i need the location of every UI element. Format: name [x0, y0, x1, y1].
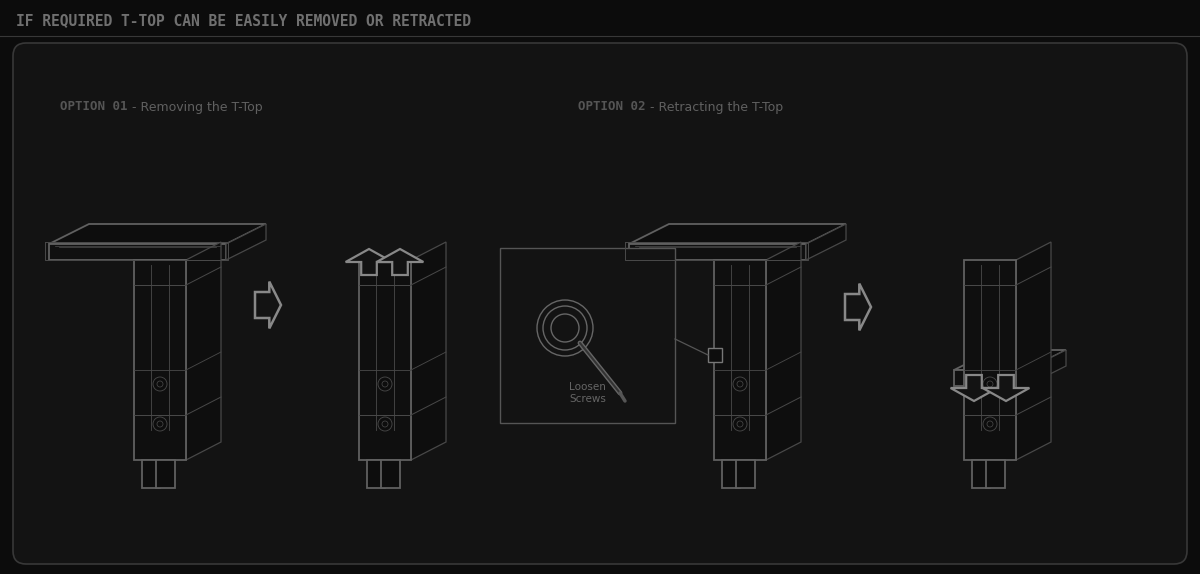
- Polygon shape: [986, 460, 1004, 488]
- Bar: [708, 348, 722, 362]
- Circle shape: [154, 377, 167, 391]
- Circle shape: [551, 314, 580, 342]
- Circle shape: [378, 417, 392, 431]
- Polygon shape: [134, 260, 186, 460]
- Text: - Removing the T-Top: - Removing the T-Top: [128, 100, 263, 114]
- Polygon shape: [954, 370, 1026, 386]
- Circle shape: [157, 421, 163, 427]
- Polygon shape: [806, 224, 846, 260]
- Polygon shape: [983, 375, 1030, 401]
- Polygon shape: [377, 249, 424, 275]
- Circle shape: [157, 381, 163, 387]
- Text: - Retracting the T-Top: - Retracting the T-Top: [646, 100, 784, 114]
- Bar: [500, 248, 674, 423]
- Polygon shape: [766, 242, 802, 460]
- Polygon shape: [629, 244, 806, 260]
- Circle shape: [986, 381, 994, 387]
- Polygon shape: [156, 460, 174, 488]
- Circle shape: [542, 306, 587, 350]
- Polygon shape: [629, 224, 846, 244]
- Text: Loosen
Screws: Loosen Screws: [569, 382, 606, 404]
- Polygon shape: [359, 260, 410, 460]
- Circle shape: [382, 381, 388, 387]
- Polygon shape: [964, 260, 1016, 460]
- Text: OPTION 01: OPTION 01: [60, 100, 127, 114]
- Polygon shape: [722, 460, 740, 488]
- Polygon shape: [1026, 350, 1066, 386]
- Polygon shape: [49, 224, 266, 244]
- Polygon shape: [714, 260, 766, 460]
- Polygon shape: [954, 350, 1066, 370]
- Polygon shape: [256, 282, 281, 328]
- Polygon shape: [186, 242, 221, 460]
- Circle shape: [154, 417, 167, 431]
- Polygon shape: [410, 242, 446, 460]
- Circle shape: [986, 421, 994, 427]
- Polygon shape: [367, 460, 385, 488]
- Polygon shape: [382, 460, 400, 488]
- Circle shape: [733, 377, 746, 391]
- Polygon shape: [49, 244, 226, 260]
- Polygon shape: [737, 460, 755, 488]
- Circle shape: [737, 421, 743, 427]
- Circle shape: [733, 417, 746, 431]
- Polygon shape: [845, 284, 871, 331]
- Text: IF REQUIRED T-TOP CAN BE EASILY REMOVED OR RETRACTED: IF REQUIRED T-TOP CAN BE EASILY REMOVED …: [16, 14, 470, 29]
- Circle shape: [378, 377, 392, 391]
- Circle shape: [983, 417, 997, 431]
- Polygon shape: [346, 249, 392, 275]
- Text: OPTION 02: OPTION 02: [578, 100, 646, 114]
- Circle shape: [737, 381, 743, 387]
- Circle shape: [382, 421, 388, 427]
- Polygon shape: [226, 224, 266, 260]
- Circle shape: [538, 300, 593, 356]
- Circle shape: [983, 377, 997, 391]
- FancyBboxPatch shape: [13, 43, 1187, 564]
- Polygon shape: [1016, 242, 1051, 460]
- Polygon shape: [142, 460, 160, 488]
- Polygon shape: [950, 375, 997, 401]
- Polygon shape: [972, 460, 990, 488]
